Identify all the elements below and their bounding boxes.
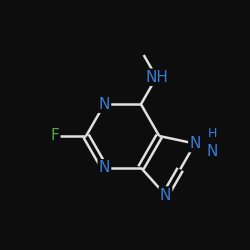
Text: N: N — [160, 188, 171, 202]
Text: N: N — [99, 160, 110, 175]
Text: F: F — [50, 128, 59, 144]
Text: H: H — [208, 127, 217, 140]
Text: N: N — [99, 97, 110, 112]
Text: NH: NH — [145, 70, 168, 85]
Text: N: N — [189, 136, 201, 151]
Text: N: N — [207, 144, 218, 158]
